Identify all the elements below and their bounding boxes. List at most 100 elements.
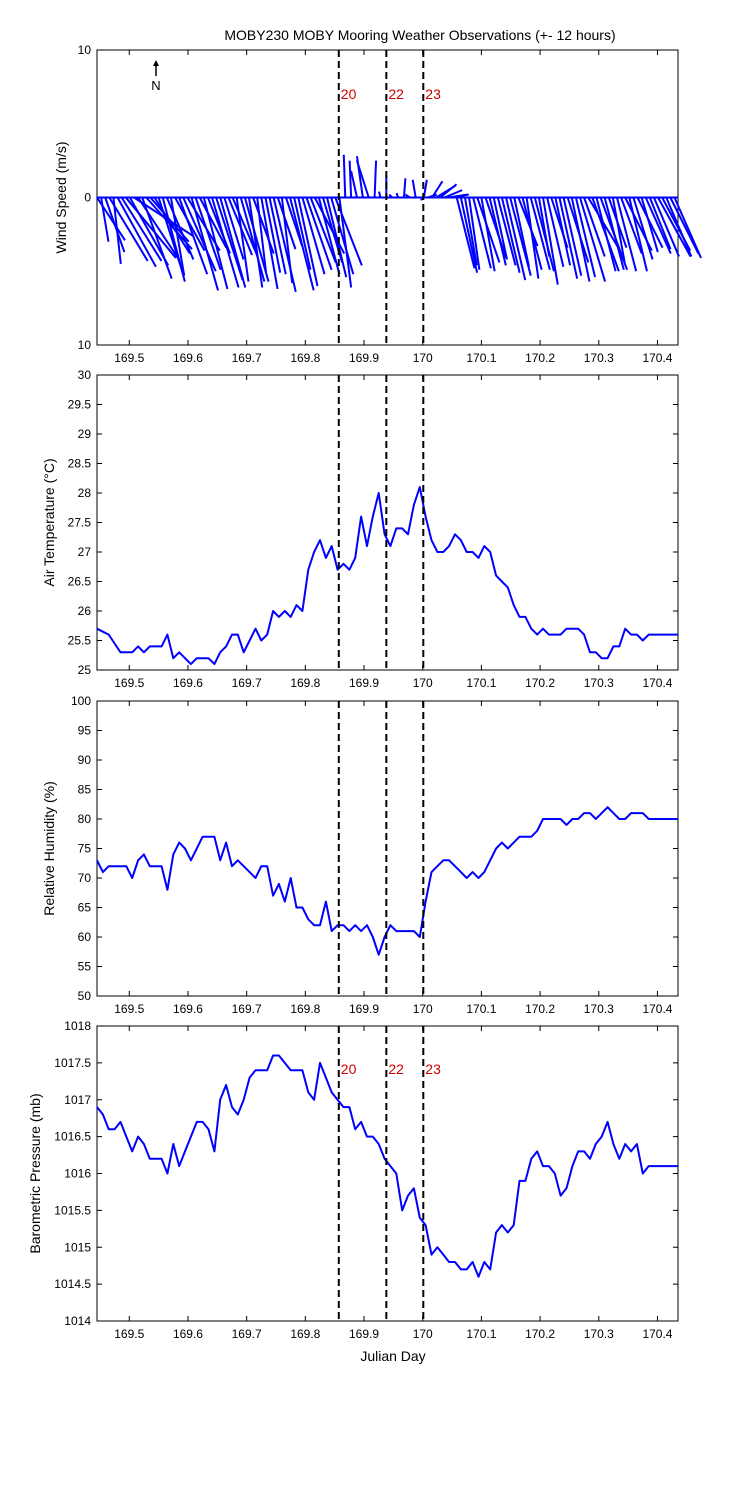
wind-vector bbox=[194, 197, 222, 271]
x-tick-label: 170.2 bbox=[525, 676, 555, 690]
y-tick-label: 0 bbox=[84, 191, 91, 205]
wind-vector bbox=[223, 197, 245, 260]
wind-vector bbox=[202, 197, 229, 290]
wind-vector bbox=[669, 197, 700, 254]
wind-vector bbox=[439, 183, 458, 199]
y-tick-label: 25.5 bbox=[68, 634, 92, 648]
wind-vector bbox=[615, 197, 638, 272]
y-tick-label: 1015.5 bbox=[54, 1203, 91, 1217]
y-tick-label: 27 bbox=[78, 545, 92, 559]
wind-vector bbox=[472, 197, 492, 269]
wind-vector bbox=[153, 196, 191, 255]
wind-vector bbox=[211, 197, 240, 288]
wind-vector bbox=[124, 196, 177, 259]
wind-vector bbox=[348, 160, 353, 198]
event-marker-label: 23 bbox=[425, 86, 441, 102]
wind-vector bbox=[673, 197, 702, 259]
y-tick-label: 1015 bbox=[64, 1240, 91, 1254]
wind-vector bbox=[628, 197, 648, 272]
x-tick-label: 169.7 bbox=[232, 1327, 262, 1341]
x-tick-label: 170.2 bbox=[525, 1327, 555, 1341]
wind-vector bbox=[330, 197, 355, 275]
wind-vector bbox=[459, 197, 479, 273]
wind-vector bbox=[112, 197, 122, 264]
wind-vector bbox=[342, 154, 347, 198]
x-tick-label: 170.3 bbox=[584, 1327, 614, 1341]
wind-vector bbox=[546, 197, 565, 268]
panel-2: 169.5 169.6 169.7 169.8 169.9 170 170.1 170.2 17… bbox=[41, 368, 679, 690]
x-tick-label: 169.6 bbox=[173, 1327, 203, 1341]
y-tick-label: 1016.5 bbox=[54, 1130, 91, 1144]
wind-vector bbox=[161, 197, 186, 282]
wind-vector bbox=[116, 197, 157, 268]
wind-vector bbox=[264, 197, 282, 273]
x-tick-label: 170.1 bbox=[466, 1327, 496, 1341]
wind-vector bbox=[293, 197, 312, 270]
wind-vector bbox=[500, 197, 521, 273]
wind-vector bbox=[355, 160, 370, 198]
figure-title: MOBY230 MOBY Mooring Weather Observation… bbox=[224, 27, 615, 43]
wind-vector bbox=[198, 197, 228, 249]
y-axis-label: Relative Humidity (%) bbox=[41, 781, 57, 916]
wind-vector bbox=[373, 160, 378, 198]
y-tick-label: 29 bbox=[78, 427, 92, 441]
x-tick-label: 169.9 bbox=[349, 1327, 379, 1341]
x-tick-label: 170.3 bbox=[584, 351, 614, 365]
wind-vector bbox=[350, 170, 358, 198]
y-tick-label: 1014 bbox=[64, 1314, 91, 1328]
y-tick-label: 26.5 bbox=[68, 575, 92, 589]
axes-frame bbox=[96, 374, 679, 671]
x-tick-label: 169.8 bbox=[290, 351, 320, 365]
x-tick-label: 169.6 bbox=[173, 1002, 203, 1016]
wind-vector bbox=[595, 197, 617, 272]
wind-vector bbox=[108, 196, 149, 262]
y-tick-label: 1014.5 bbox=[54, 1277, 91, 1291]
event-marker-label: 22 bbox=[388, 1061, 404, 1077]
x-tick-label: 170.2 bbox=[525, 351, 555, 365]
y-tick-label: 27.5 bbox=[68, 516, 92, 530]
wind-vector bbox=[444, 189, 463, 199]
wind-vector bbox=[488, 197, 507, 266]
x-tick-label: 169.9 bbox=[349, 676, 379, 690]
wind-vector bbox=[404, 193, 411, 199]
wind-vector bbox=[276, 197, 297, 250]
wind-vector bbox=[542, 197, 559, 285]
wind-vector bbox=[496, 197, 517, 266]
chart-panels: 169.5 169.6 169.7 169.8 169.9 170 170.1 170.2 17… bbox=[27, 43, 702, 1341]
wind-vector bbox=[301, 197, 326, 275]
wind-vector bbox=[378, 191, 382, 198]
y-axis-label: Wind Speed (m/s) bbox=[53, 141, 69, 253]
wind-vector bbox=[326, 197, 348, 278]
event-marker-label: 20 bbox=[341, 86, 357, 102]
wind-vector bbox=[235, 197, 250, 282]
x-tick-label: 169.8 bbox=[290, 1002, 320, 1016]
x-tick-label: 170 bbox=[413, 1002, 433, 1016]
wind-vector bbox=[554, 197, 572, 266]
wind-vector bbox=[395, 192, 400, 198]
wind-vector bbox=[137, 196, 179, 259]
y-tick-label: 85 bbox=[78, 783, 92, 797]
x-tick-label: 170.2 bbox=[525, 1002, 555, 1016]
wind-vector bbox=[260, 197, 279, 290]
wind-vector bbox=[431, 180, 444, 199]
wind-vector bbox=[190, 197, 219, 291]
wind-vector bbox=[452, 193, 470, 199]
x-tick-label: 169.5 bbox=[114, 676, 144, 690]
y-tick-label: 60 bbox=[78, 930, 92, 944]
wind-vector bbox=[239, 197, 266, 282]
y-tick-label: 30 bbox=[78, 368, 92, 382]
y-tick-label: 28 bbox=[78, 486, 92, 500]
y-tick-label: 90 bbox=[78, 753, 92, 767]
x-axis-label: Julian Day bbox=[360, 1348, 425, 1364]
x-tick-label: 169.5 bbox=[114, 351, 144, 365]
wind-vector bbox=[388, 193, 393, 199]
wind-vector bbox=[219, 197, 247, 288]
wind-vector bbox=[305, 197, 333, 271]
x-tick-label: 170 bbox=[413, 676, 433, 690]
wind-vector bbox=[297, 197, 319, 287]
wind-vector bbox=[653, 197, 680, 257]
event-marker-label: 20 bbox=[341, 1061, 357, 1077]
wind-vector bbox=[657, 197, 692, 257]
panel-3: 169.5 169.6 169.7 169.8 169.9 170 170.1 170.2 17… bbox=[41, 694, 679, 1016]
